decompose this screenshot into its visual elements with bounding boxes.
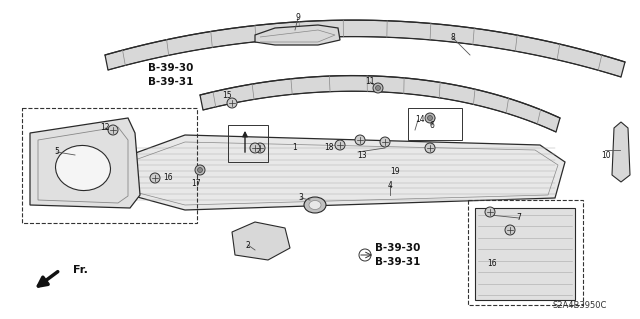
Circle shape [250, 143, 260, 153]
Circle shape [376, 85, 381, 91]
Circle shape [195, 165, 205, 175]
Ellipse shape [309, 201, 321, 210]
Text: B-39-30: B-39-30 [148, 63, 193, 73]
Circle shape [227, 98, 237, 108]
Circle shape [255, 143, 265, 153]
Text: 4: 4 [388, 181, 392, 189]
Circle shape [373, 83, 383, 93]
Polygon shape [30, 118, 140, 208]
Text: 17: 17 [191, 179, 201, 188]
Circle shape [108, 125, 118, 135]
Polygon shape [200, 76, 560, 132]
Circle shape [198, 167, 202, 173]
Text: Fr.: Fr. [73, 265, 88, 275]
Text: 14: 14 [415, 115, 425, 124]
Ellipse shape [56, 145, 111, 190]
Text: B-39-31: B-39-31 [375, 257, 420, 267]
Text: 10: 10 [601, 151, 611, 160]
Text: B-39-31: B-39-31 [148, 77, 193, 87]
Ellipse shape [304, 197, 326, 213]
Circle shape [380, 137, 390, 147]
Circle shape [425, 143, 435, 153]
Polygon shape [475, 208, 575, 300]
Text: S2A4B3950C: S2A4B3950C [553, 300, 607, 309]
Polygon shape [232, 222, 290, 260]
Circle shape [335, 140, 345, 150]
Text: 6: 6 [429, 121, 435, 130]
Circle shape [428, 115, 433, 121]
Circle shape [355, 135, 365, 145]
Circle shape [150, 173, 160, 183]
Polygon shape [612, 122, 630, 182]
Text: 19: 19 [390, 167, 400, 176]
Text: 11: 11 [365, 78, 375, 86]
Polygon shape [255, 25, 340, 45]
Text: 3: 3 [299, 194, 303, 203]
Text: 2: 2 [246, 241, 250, 249]
Text: 18: 18 [324, 144, 333, 152]
Text: 9: 9 [296, 13, 300, 23]
Text: 1: 1 [292, 144, 298, 152]
Text: 7: 7 [516, 213, 522, 222]
Text: 12: 12 [100, 123, 109, 132]
Text: 13: 13 [357, 151, 367, 160]
Text: 8: 8 [451, 33, 456, 42]
Circle shape [505, 225, 515, 235]
Circle shape [425, 113, 435, 123]
Text: B-39-30: B-39-30 [375, 243, 420, 253]
Text: 15: 15 [222, 91, 232, 100]
Polygon shape [130, 135, 565, 210]
Text: 16: 16 [163, 174, 173, 182]
Text: 16: 16 [487, 258, 497, 268]
Circle shape [485, 207, 495, 217]
Polygon shape [105, 20, 625, 77]
Text: 5: 5 [54, 147, 60, 157]
